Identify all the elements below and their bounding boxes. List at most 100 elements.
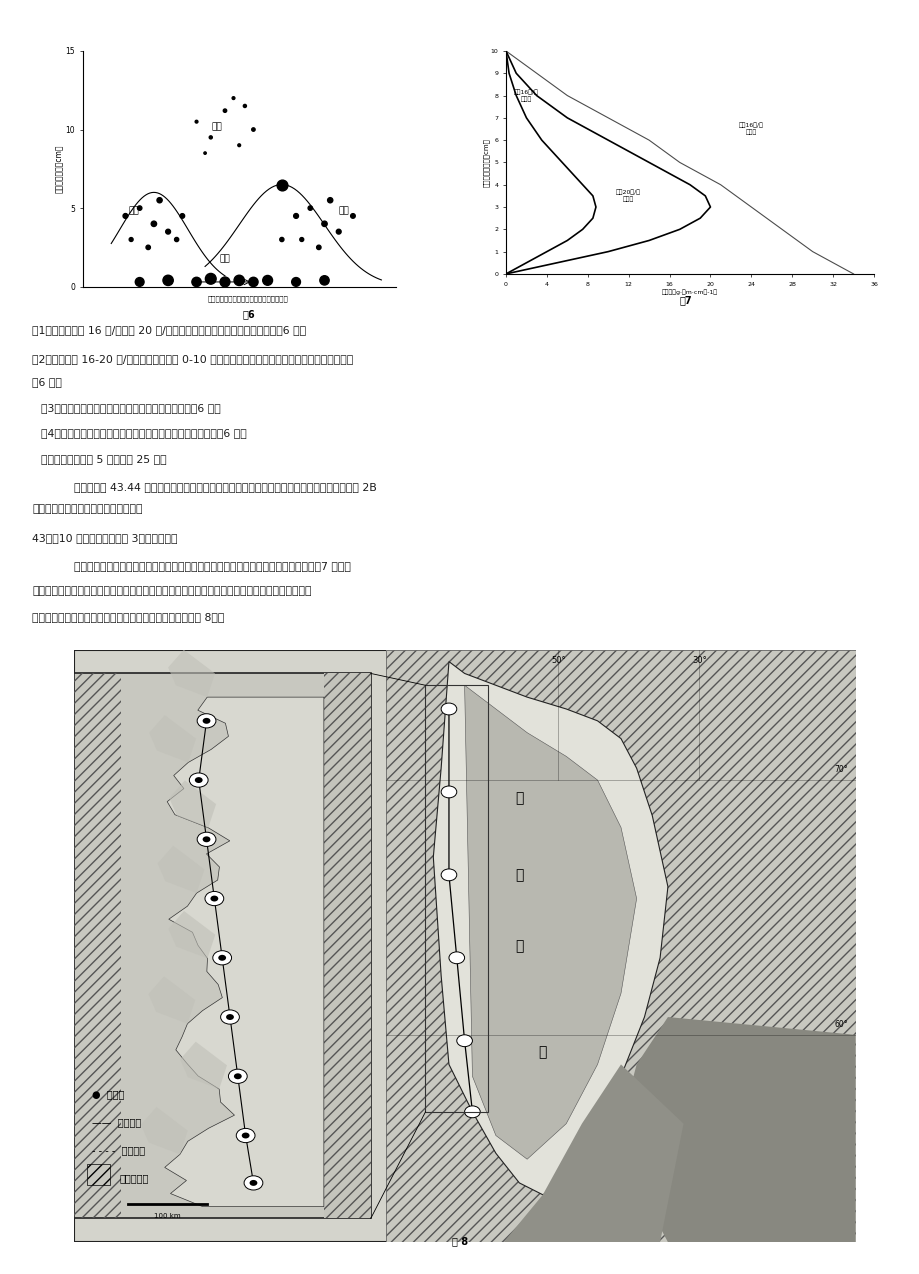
Circle shape xyxy=(242,1133,249,1139)
Text: 50°: 50° xyxy=(550,656,565,665)
FancyBboxPatch shape xyxy=(74,674,370,1218)
Point xyxy=(289,205,303,227)
Point xyxy=(323,190,337,210)
Circle shape xyxy=(456,1034,472,1047)
Text: 陵: 陵 xyxy=(515,868,523,882)
Point xyxy=(189,271,204,292)
Polygon shape xyxy=(464,685,636,1159)
Circle shape xyxy=(441,786,456,798)
Text: （二）选考题（共 5 小题，共 25 分）: （二）选考题（共 5 小题，共 25 分） xyxy=(41,454,167,464)
Text: - - - -  归程路线: - - - - 归程路线 xyxy=(92,1145,145,1156)
Polygon shape xyxy=(157,846,204,893)
Point xyxy=(331,222,346,242)
Point xyxy=(132,197,147,218)
Polygon shape xyxy=(168,650,215,697)
Text: ●  居民点: ● 居民点 xyxy=(92,1089,124,1099)
Circle shape xyxy=(221,1010,239,1024)
Point xyxy=(203,269,218,289)
Text: 图7: 图7 xyxy=(678,296,691,306)
Circle shape xyxy=(195,777,202,784)
X-axis label: 输沙量（g·（m·cm）-1）: 输沙量（g·（m·cm）-1） xyxy=(661,289,718,294)
Point xyxy=(245,120,260,140)
Polygon shape xyxy=(168,911,215,958)
Polygon shape xyxy=(503,1064,683,1242)
Point xyxy=(146,214,161,234)
Circle shape xyxy=(212,950,232,964)
Circle shape xyxy=(249,1180,257,1186)
Y-axis label: 搬沙床面的高度（cm）: 搬沙床面的高度（cm） xyxy=(482,138,489,187)
Text: 岛: 岛 xyxy=(538,1046,547,1060)
Polygon shape xyxy=(180,1042,227,1089)
Text: 格: 格 xyxy=(515,791,523,805)
Circle shape xyxy=(236,1129,255,1143)
Circle shape xyxy=(441,869,456,880)
Point xyxy=(152,190,166,210)
Circle shape xyxy=(218,954,226,961)
Text: 图 8: 图 8 xyxy=(451,1236,468,1246)
Text: 风速16米/秒
的戈壁: 风速16米/秒 的戈壁 xyxy=(514,89,539,102)
Circle shape xyxy=(233,1073,242,1079)
Text: 跃移: 跃移 xyxy=(129,206,140,215)
Polygon shape xyxy=(148,976,195,1024)
Text: ——  去程路线: —— 去程路线 xyxy=(92,1117,142,1127)
Y-axis label: 搬沙床面高度（cm）: 搬沙床面高度（cm） xyxy=(55,144,64,194)
Text: 岛西海岸航行，沿途登岸开展实地考察与短途徒步探险（图 8）。: 岛西海岸航行，沿途登岸开展实地考察与短途徒步探险（图 8）。 xyxy=(32,612,224,622)
Text: 43．（10 分）【地理一选修 3：旅游地理】: 43．（10 分）【地理一选修 3：旅游地理】 xyxy=(32,533,177,543)
Point xyxy=(274,175,289,195)
Polygon shape xyxy=(169,781,216,828)
Text: 风速20米/秒
的戈壁: 风速20米/秒 的戈壁 xyxy=(616,190,641,203)
FancyBboxPatch shape xyxy=(386,650,855,1242)
Point xyxy=(317,270,332,290)
Circle shape xyxy=(244,1176,263,1190)
Circle shape xyxy=(189,773,208,787)
Point xyxy=(289,271,303,292)
Text: 兰: 兰 xyxy=(515,939,523,953)
Point xyxy=(294,229,309,250)
Text: 海上浮冰区: 海上浮冰区 xyxy=(119,1173,149,1184)
Text: 风速16米/秒
的流沙: 风速16米/秒 的流沙 xyxy=(738,122,763,135)
Point xyxy=(232,270,246,290)
Point xyxy=(118,205,132,227)
Point xyxy=(218,101,233,121)
Text: （3）分析防治流沙扩张时种草而不是种树的原因。（6 分）: （3）分析防治流沙扩张时种草而不是种树的原因。（6 分） xyxy=(41,403,221,413)
Point xyxy=(203,127,218,148)
Polygon shape xyxy=(141,1107,187,1154)
Text: 研学旅行是围绕当地独特的自然与人文景观，开展实地考察与研究性学习的集体旅行。7 月，某: 研学旅行是围绕当地独特的自然与人文景观，开展实地考察与研究性学习的集体旅行。7 … xyxy=(60,561,350,571)
Point xyxy=(346,205,360,227)
Point xyxy=(245,271,260,292)
Text: （4）分析该地区采用机械与生物固沙后输沙量锐减的原因。（6 分）: （4）分析该地区采用机械与生物固沙后输沙量锐减的原因。（6 分） xyxy=(41,428,247,438)
Point xyxy=(274,229,289,250)
Point xyxy=(169,229,184,250)
Text: （2）判断风速 16-20 米/秒时，该地区戈壁 0-10 厘米高度内沙粒最主要的运动方式，并说明理由。: （2）判断风速 16-20 米/秒时，该地区戈壁 0-10 厘米高度内沙粒最主要… xyxy=(32,354,353,364)
Circle shape xyxy=(226,1014,233,1020)
Point xyxy=(175,205,189,227)
Point xyxy=(226,88,241,108)
Point xyxy=(132,271,147,292)
FancyBboxPatch shape xyxy=(74,650,855,1242)
FancyBboxPatch shape xyxy=(323,674,370,1218)
Circle shape xyxy=(448,952,464,963)
Text: （6 分）: （6 分） xyxy=(32,377,62,387)
Text: 铅笔在答卡上把所选题目的题号涂黑。: 铅笔在答卡上把所选题目的题号涂黑。 xyxy=(32,505,142,515)
Text: 跃移: 跃移 xyxy=(338,206,349,215)
Point xyxy=(124,229,139,250)
Point xyxy=(189,111,204,131)
Text: 悬移: 悬移 xyxy=(210,122,221,131)
Text: 100 km: 100 km xyxy=(154,1213,180,1218)
Polygon shape xyxy=(165,697,323,1206)
Circle shape xyxy=(202,717,210,724)
Point xyxy=(317,214,332,234)
Polygon shape xyxy=(149,715,196,762)
Point xyxy=(260,270,275,290)
Text: 图中沙粒大小仅为示意，并不代表实际大小: 图中沙粒大小仅为示意，并不代表实际大小 xyxy=(208,296,289,302)
Point xyxy=(237,96,252,116)
Text: 请考生在第 43.44 两道地理题中任选一题作答。如果多做，则按所做的第一题计分。作答时用 2B: 请考生在第 43.44 两道地理题中任选一题作答。如果多做，则按所做的第一题计分… xyxy=(60,482,376,492)
Point xyxy=(312,237,326,257)
Point xyxy=(198,143,212,163)
Polygon shape xyxy=(620,1017,855,1242)
Circle shape xyxy=(210,896,218,902)
Point xyxy=(302,197,317,218)
Text: 70°: 70° xyxy=(834,766,846,775)
Text: 科考协会组织上海中学生赴格陵兰岛研学旅行。为确保旅行体验与安全性，此次研学旅行沿格陵兰: 科考协会组织上海中学生赴格陵兰岛研学旅行。为确保旅行体验与安全性，此次研学旅行沿… xyxy=(32,586,312,596)
Circle shape xyxy=(205,892,223,906)
